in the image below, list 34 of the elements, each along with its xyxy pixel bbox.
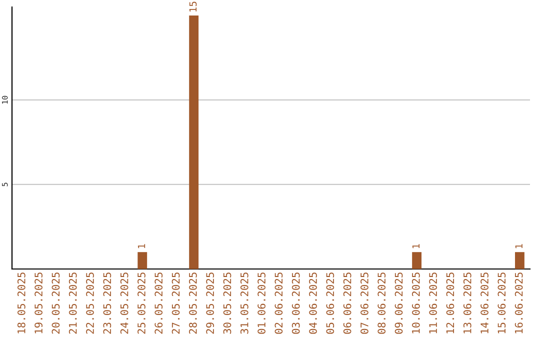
data-label: 15 [189,2,197,12]
x-tick-label: 14.06.2025 [480,272,488,334]
x-tick-label: 01.06.2025 [258,272,266,334]
x-tick-label: 05.06.2025 [326,272,334,334]
x-tick-label: 30.05.2025 [223,272,232,334]
x-tick-label: 28.05.2025 [188,272,197,334]
data-label: 1 [138,244,146,248]
data-label: 1 [515,244,522,248]
x-tick-label: 31.05.2025 [240,272,248,334]
x-tick-label: 08.06.2025 [378,272,386,334]
x-tick-label: 06.06.2025 [343,272,352,334]
x-tick-label: 22.05.2025 [86,272,94,334]
x-tick-label: 19.05.2025 [34,272,42,334]
x-tick-label: 24.05.2025 [120,272,128,334]
x-tick-label: 25.05.2025 [138,272,146,334]
x-tick-label: 29.05.2025 [206,272,214,334]
x-tick-label: 16.06.2025 [514,272,523,334]
x-tick-label: 04.06.2025 [309,272,317,334]
x-tick-label: 18.05.2025 [17,272,26,334]
x-tick-label: 09.06.2025 [394,272,403,334]
x-tick-label: 27.05.2025 [172,272,180,334]
x-tick-label: 26.05.2025 [154,272,163,334]
x-tick-label: 20.05.2025 [52,272,60,334]
data-label: 1 [412,244,420,248]
x-tick-label: 12.06.2025 [446,272,454,334]
x-tick-label: 10.06.2025 [412,272,420,334]
x-tick-label: 02.06.2025 [274,272,283,334]
x-tick-label: 07.06.2025 [360,272,368,334]
x-tick-label: 11.06.2025 [429,272,437,334]
x-tick-label: 03.06.2025 [292,272,300,334]
x-tick-label: 23.05.2025 [103,272,112,334]
x-tick-label: 13.06.2025 [463,272,472,334]
x-tick-label: 15.06.2025 [498,272,506,334]
x-tick-label: 21.05.2025 [68,272,77,334]
